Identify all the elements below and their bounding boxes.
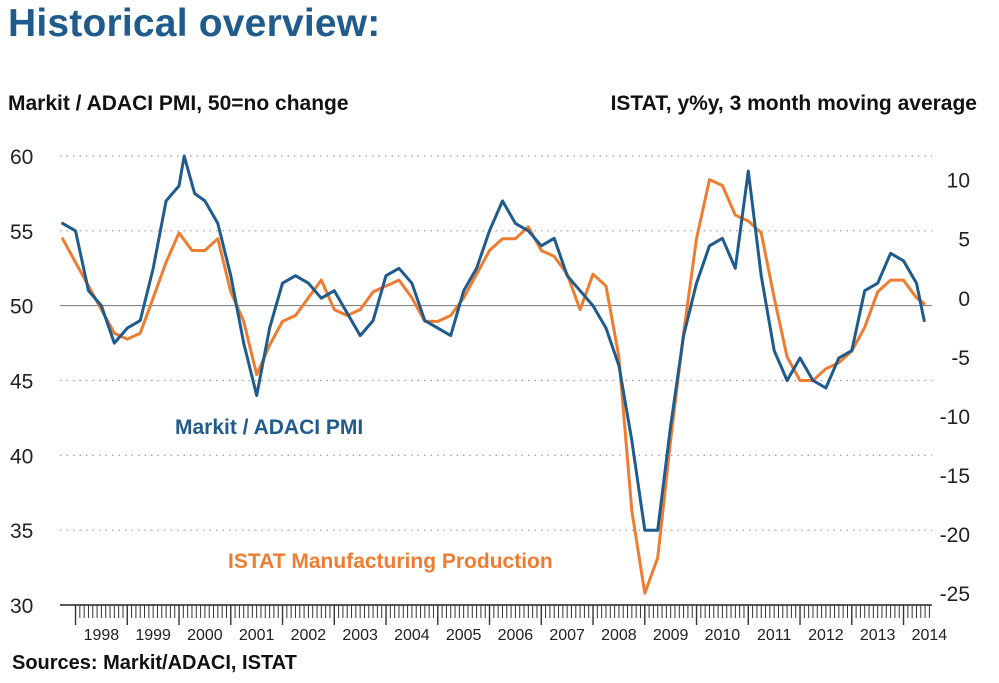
pmi-series-line: [61, 154, 926, 532]
left-tick-label: 55: [10, 221, 33, 244]
x-tick-label: 2001: [239, 627, 275, 644]
right-tick-label: -20: [940, 524, 970, 547]
x-tick-label: 2013: [860, 627, 896, 644]
x-tick-label: 2009: [653, 627, 689, 644]
x-tick-label: 2012: [808, 627, 844, 644]
x-tick-label: 2010: [705, 627, 741, 644]
istat-series-line: [61, 178, 926, 595]
x-tick-label: 2014: [912, 627, 948, 644]
right-tick-label: -15: [940, 465, 970, 488]
left-tick-label: 35: [10, 520, 33, 543]
left-axis-title: Markit / ADACI PMI, 50=no change: [8, 92, 349, 115]
x-tick-label: 2007: [549, 627, 585, 644]
x-tick-label: 2011: [757, 627, 792, 644]
right-axis-title: ISTAT, y%y, 3 month moving average: [610, 92, 977, 115]
source-note: Sources: Markit/ADACI, ISTAT: [12, 652, 297, 674]
x-tick-label: 2002: [291, 627, 327, 644]
left-tick-label: 60: [10, 146, 33, 169]
x-tick-label: 2006: [498, 627, 534, 644]
right-tick-label: 5: [958, 229, 970, 252]
right-tick-label: -5: [951, 347, 970, 370]
x-tick-label: 2008: [601, 627, 637, 644]
page-title: Historical overview:: [8, 2, 381, 45]
x-tick-label: 2003: [342, 627, 378, 644]
left-tick-label: 30: [10, 595, 33, 618]
right-tick-label: -10: [940, 406, 970, 429]
right-tick-label: -25: [940, 583, 970, 606]
right-tick-label: 0: [958, 288, 970, 311]
x-tick-label: 1999: [135, 627, 171, 644]
right-tick-label: 10: [947, 170, 970, 193]
x-tick-label: 1998: [84, 627, 120, 644]
x-tick-label: 2000: [187, 627, 223, 644]
pmi-series-label: Markit / ADACI PMI: [175, 416, 363, 439]
left-tick-label: 45: [10, 371, 33, 394]
left-tick-label: 50: [10, 296, 33, 319]
x-tick-label: 2005: [446, 627, 482, 644]
istat-series-label: ISTAT Manufacturing Production: [228, 550, 553, 573]
x-tick-label: 2004: [394, 627, 430, 644]
left-tick-label: 40: [10, 445, 33, 468]
